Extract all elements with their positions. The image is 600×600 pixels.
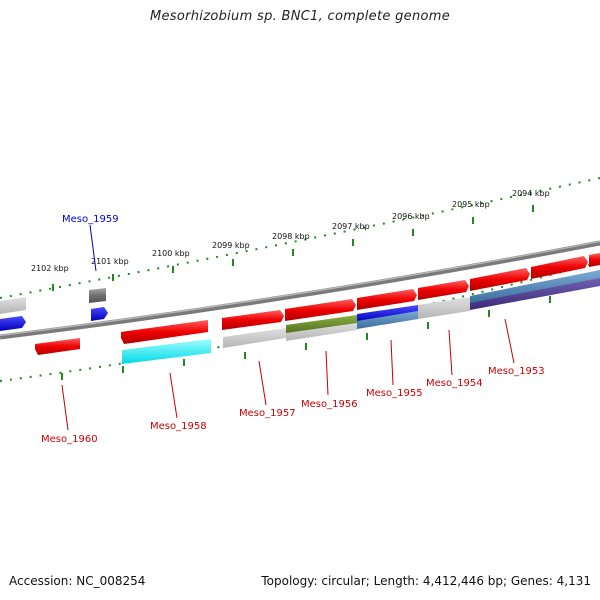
gene-arrow (35, 338, 80, 355)
gene-label-meso-1958: Meso_1958 (150, 421, 207, 432)
callout-line (390, 339, 394, 386)
gene-arrow (285, 299, 356, 321)
feature-band-cyan (122, 339, 211, 364)
callout-line (258, 360, 267, 406)
gene-label-meso-1955: Meso_1955 (366, 388, 423, 399)
kbp-label: 2101 kbp (91, 257, 129, 266)
gene-arrow (418, 280, 469, 300)
outer-ruler-ticks (52, 205, 534, 291)
topology-text: Topology: circular; Length: 4,412,446 bp… (261, 574, 591, 588)
kbp-label: 2098 kbp (272, 232, 310, 241)
callout-line (61, 384, 69, 431)
callout-line (89, 224, 97, 272)
accession-text: Accession: NC_008254 (9, 574, 146, 588)
callout-line (504, 318, 515, 364)
callout-line (169, 372, 178, 419)
feature-band-light (286, 322, 357, 341)
gene-block-light (0, 297, 26, 314)
gene-label-meso-1957: Meso_1957 (239, 408, 296, 419)
gene-arrow-blue (91, 307, 108, 321)
inner-ruler-ticks (61, 296, 551, 380)
genome-title: Mesorhizobium sp. BNC1, complete genome (149, 9, 451, 24)
kbp-label: 2094 kbp (512, 189, 550, 198)
gene-label-meso-1956: Meso_1956 (301, 399, 358, 410)
feature-band-steel (357, 311, 418, 329)
kbp-label: 2095 kbp (452, 200, 490, 209)
gene-label-meso-1959: Meso_1959 (62, 214, 119, 225)
gene-arrow-blue (0, 316, 26, 331)
gene-label-meso-1953: Meso_1953 (488, 366, 545, 377)
gene-arrow (531, 256, 588, 279)
gene-block-grey (89, 288, 106, 303)
kbp-label: 2099 kbp (212, 241, 250, 250)
gene-arrow (121, 320, 208, 344)
gene-label-meso-1960: Meso_1960 (41, 434, 98, 445)
gene-label-meso-1954: Meso_1954 (426, 378, 483, 389)
kbp-label: 2097 kbp (332, 222, 370, 231)
callout-line (448, 329, 453, 376)
genome-backbone-highlight (0, 240, 600, 337)
feature-band-blue (357, 305, 418, 322)
gene-arrow (357, 289, 417, 310)
kbp-label: 2100 kbp (152, 249, 190, 258)
kbp-label: 2102 kbp (31, 264, 69, 273)
kbp-label: 2096 kbp (392, 212, 430, 221)
feature-band-steel (470, 270, 600, 304)
gene-arrow (222, 310, 284, 330)
feature-band-indigo (470, 278, 600, 310)
gene-arrow (470, 268, 530, 291)
genome-backbone (0, 240, 600, 340)
callout-line (325, 350, 329, 396)
feature-band-olive (286, 315, 357, 333)
forward-genes (35, 253, 600, 355)
feature-band-light (418, 297, 470, 319)
feature-band-light (223, 328, 286, 348)
gene-arrow (589, 253, 600, 267)
